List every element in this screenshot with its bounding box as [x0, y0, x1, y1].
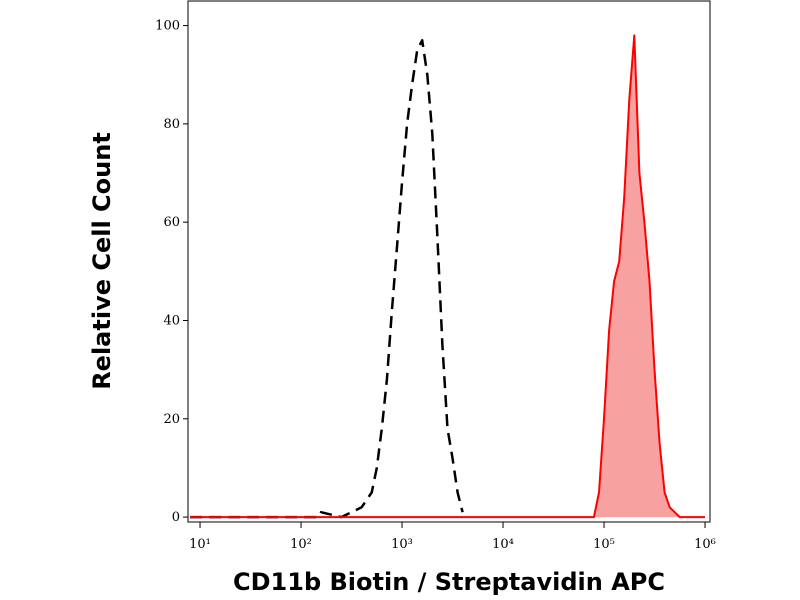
y-tick-label: 20: [163, 412, 180, 427]
y-axis-title: Relative Cell Count: [88, 132, 116, 390]
x-tick-label: 10⁵: [593, 537, 615, 552]
y-tick-label: 0: [172, 510, 180, 525]
x-tick-label: 10³: [391, 537, 413, 552]
x-tick-label: 10²: [290, 537, 312, 552]
x-tick-label: 10⁶: [694, 537, 716, 552]
series-line: [190, 39, 464, 519]
y-tick-label: 80: [163, 117, 180, 132]
x-tick-label: 10⁴: [492, 537, 514, 552]
area-fill: [190, 35, 705, 518]
series-line: [190, 34, 705, 519]
y-tick-label: 60: [163, 215, 180, 230]
x-tick-label: 10¹: [189, 537, 211, 552]
plot-frame: [187, 0, 711, 523]
y-tick-label: 40: [163, 313, 180, 328]
x-axis-title: CD11b Biotin / Streptavidin APC: [233, 568, 665, 596]
y-tick-label: 100: [155, 19, 180, 34]
